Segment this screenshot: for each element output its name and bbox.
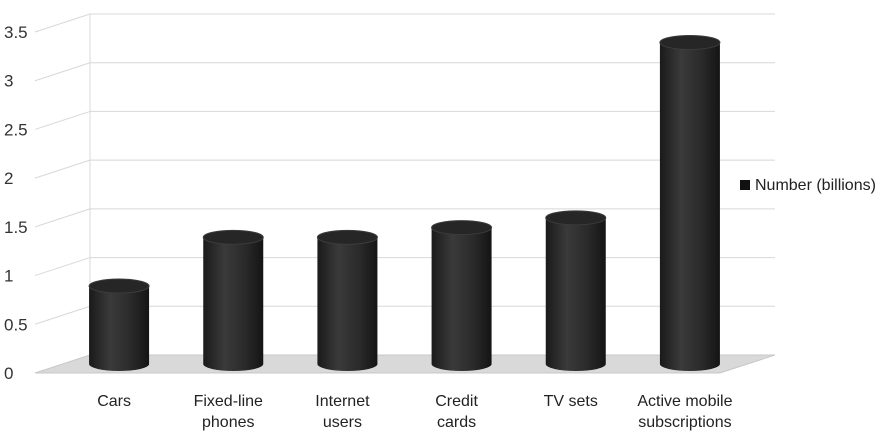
bar xyxy=(431,220,493,372)
gridline-diagonal xyxy=(34,110,91,130)
bar-top xyxy=(431,220,493,236)
bar xyxy=(88,278,150,372)
gridline-diagonal xyxy=(34,62,91,82)
bar-body xyxy=(431,227,492,372)
y-tick-label: 2.5 xyxy=(4,120,28,139)
y-tick-label: 2 xyxy=(4,169,13,188)
bar-body xyxy=(89,286,150,372)
bar xyxy=(659,34,721,372)
y-tick-label: 1 xyxy=(4,267,13,286)
y-tick-label: 0.5 xyxy=(4,315,28,334)
gridline-diagonal xyxy=(34,305,91,325)
bar xyxy=(545,210,607,372)
bar xyxy=(316,229,378,372)
y-tick-label: 1.5 xyxy=(4,218,28,237)
x-axis-categories: Cars Fixed-line phones Internet users Credit c… xyxy=(97,393,732,431)
bar-body xyxy=(545,217,606,372)
x-category-label: Fixed-line phones xyxy=(194,393,263,431)
bar-body xyxy=(317,237,378,372)
bar-top xyxy=(545,210,607,226)
x-category-label: Active mobile subscriptions xyxy=(637,393,732,431)
legend: Number (billions) xyxy=(740,177,876,194)
bar-top xyxy=(316,229,378,245)
y-tick-label: 3.5 xyxy=(4,23,28,42)
y-tick-label: 0 xyxy=(4,364,13,383)
bar-body xyxy=(659,42,720,372)
bar-top xyxy=(88,278,150,294)
bar-body xyxy=(203,237,264,372)
x-category-label: Cars xyxy=(97,393,131,410)
x-category-label: Internet users xyxy=(315,393,370,431)
y-axis-ticks: 0 0.5 1 1.5 2 2.5 3 3.5 xyxy=(4,23,28,383)
bar-top xyxy=(659,34,721,50)
legend-label: Number (billions) xyxy=(755,177,876,194)
bar xyxy=(202,229,264,372)
bar-series xyxy=(88,34,721,372)
x-category-label: TV sets xyxy=(544,393,598,410)
gridline-diagonal xyxy=(34,13,91,33)
legend-swatch xyxy=(740,180,750,190)
y-tick-label: 3 xyxy=(4,72,13,91)
gridline-diagonal xyxy=(34,159,91,179)
bar-top xyxy=(202,229,264,245)
gridline-diagonal xyxy=(34,257,91,277)
x-category-label: Credit cards xyxy=(435,393,478,431)
gridline-diagonal xyxy=(34,208,91,228)
